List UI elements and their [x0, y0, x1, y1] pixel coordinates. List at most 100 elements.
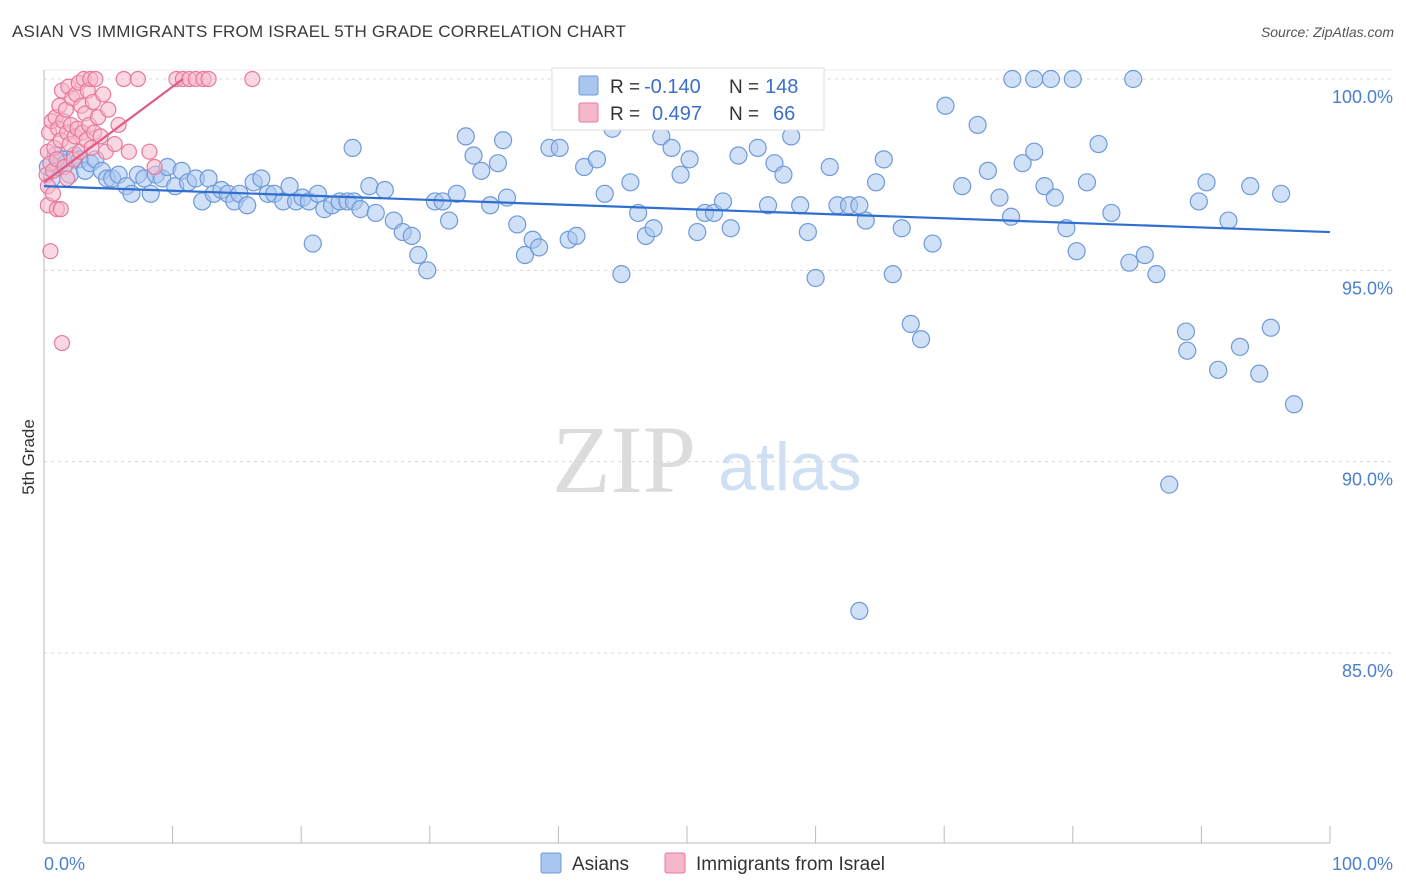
asians-point [936, 96, 955, 115]
asians-point [488, 154, 508, 173]
israel-point [92, 128, 109, 145]
israel-point [106, 135, 123, 153]
asians-point [662, 138, 681, 157]
asians-point [1178, 341, 1197, 360]
asians-point [1284, 395, 1304, 414]
asians-point [1067, 242, 1086, 261]
asians-point [1102, 203, 1121, 223]
stats-n-value-asians: 148 [765, 76, 798, 98]
y-tick-label: 95.0% [1342, 278, 1393, 298]
israel-point [141, 143, 158, 160]
israel-point [52, 201, 69, 218]
asians-point [1219, 211, 1238, 230]
asians-point [515, 245, 535, 265]
asians-point [351, 200, 370, 219]
asians-point [688, 222, 707, 242]
stats-n-value-israel: 66 [773, 103, 795, 125]
stats-swatch-asians [578, 75, 599, 96]
x-tick-label-max: 100.0% [1332, 854, 1393, 874]
asians-point [366, 203, 385, 223]
asians-point [1089, 134, 1108, 154]
legend-label-asians: Asians [572, 854, 629, 875]
stats-r-label-asians: R = [610, 77, 640, 98]
asians-point [850, 601, 869, 621]
source-label: Source: ZipAtlas.com [1260, 24, 1394, 40]
asians-point [978, 161, 998, 180]
y-tick-label: 85.0% [1342, 661, 1393, 681]
asians-point [911, 330, 931, 349]
gridlines [44, 69, 1393, 654]
x-ticks [43, 826, 1331, 843]
asians-point [820, 157, 839, 177]
israel-point [95, 86, 112, 103]
watermark-atlas: atlas [718, 429, 862, 505]
asians-point [343, 138, 362, 157]
asians-point [508, 215, 527, 234]
asians-point [238, 196, 257, 215]
y-axis-label: 5th Grade [19, 419, 38, 495]
asians-point [1001, 207, 1021, 226]
asians-point [806, 268, 825, 288]
asians-point [141, 184, 160, 203]
israel-point [100, 101, 117, 118]
asians-point [798, 222, 817, 242]
legend-swatch-asians [540, 852, 562, 874]
asians-point [953, 177, 972, 196]
trend-line-israel [43, 78, 184, 184]
asians-point [1230, 337, 1250, 356]
asians-point [1209, 360, 1228, 379]
asians-point [850, 196, 869, 215]
y-tick-label: 100.0% [1332, 87, 1393, 107]
asians-point [1241, 177, 1260, 196]
legend: Asians Immigrants from Israel [540, 852, 885, 875]
asians-point [303, 234, 322, 253]
asians-point [883, 265, 902, 284]
asians-point [409, 245, 428, 265]
israel-point [42, 243, 59, 260]
asians-point [729, 146, 748, 165]
asians-point [680, 150, 699, 169]
asians-point [1025, 69, 1044, 89]
asians-point [481, 196, 500, 215]
israel-point [115, 70, 132, 88]
asians-point [644, 219, 663, 238]
asians-point [874, 150, 893, 169]
asians-point [402, 226, 421, 245]
asians-point [923, 234, 942, 253]
asians-point [587, 150, 607, 169]
asians-point [612, 265, 631, 284]
asians-point [671, 165, 690, 184]
asians-point [456, 127, 475, 146]
asians-point [774, 165, 793, 184]
asians-point [1057, 219, 1076, 238]
asians-point [1025, 142, 1044, 161]
asians-point [1041, 69, 1061, 89]
stats-r-value-israel: 0.497 [652, 103, 702, 125]
israel-point [129, 70, 146, 88]
stats-n-label-asians: N = [729, 77, 759, 98]
asians-point [1160, 475, 1179, 494]
asians-point [122, 184, 141, 203]
asians-point [1077, 173, 1097, 192]
asians-point [1189, 192, 1208, 211]
asians-point [418, 261, 437, 280]
asians-point [595, 184, 614, 203]
legend-label-israel: Immigrants from Israel [696, 854, 885, 875]
asians-point [901, 314, 920, 334]
asians-point [990, 188, 1009, 207]
stats-n-label-israel: N = [729, 104, 759, 125]
asians-point [1147, 265, 1166, 284]
asians-point [892, 219, 911, 238]
stats-swatch-israel [578, 102, 599, 123]
asians-point [1272, 184, 1291, 203]
israel-point [200, 70, 217, 88]
israel-point [146, 158, 163, 176]
legend-swatch-israel [664, 852, 686, 874]
asians-point [1045, 188, 1064, 207]
y-tick-labels: 85.0% 90.0% 95.0% 100.0% [1332, 87, 1393, 681]
stats-r-label-israel: R = [610, 104, 640, 125]
asians-point [621, 173, 640, 192]
asians-point [748, 138, 767, 157]
asians-point [1120, 253, 1139, 272]
stats-r-value-asians: -0.140 [644, 76, 701, 98]
